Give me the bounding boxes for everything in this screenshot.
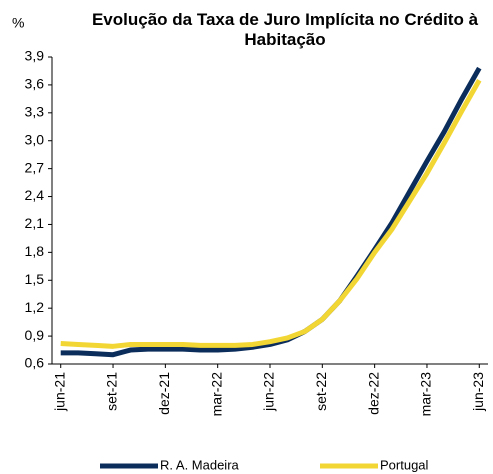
line bbox=[60, 79, 482, 349]
line bbox=[60, 66, 482, 358]
x-tick-label: set-21 bbox=[104, 372, 120, 411]
chart-title: Evolução da Taxa de Juro Implícita no Cr… bbox=[91, 10, 479, 49]
y-tick-label: 1,8 bbox=[25, 243, 45, 259]
y-tick-label: 1,5 bbox=[25, 271, 45, 287]
x-tick-label: set-22 bbox=[313, 372, 329, 411]
x-tick-label: dez-22 bbox=[365, 372, 381, 415]
y-tick-label: 2,7 bbox=[25, 159, 45, 175]
x-tick-label: mar-23 bbox=[418, 372, 434, 417]
y-tick-label: 0,6 bbox=[25, 355, 45, 371]
y-tick-label: 3,6 bbox=[25, 76, 45, 92]
x-tick-label: jun-22 bbox=[261, 372, 277, 412]
y-tick-label: 3,3 bbox=[25, 104, 45, 120]
x-tick-label: dez-21 bbox=[156, 372, 172, 415]
x-tick-label: mar-22 bbox=[208, 372, 224, 417]
x-tick-label: jun-21 bbox=[51, 372, 67, 412]
legend-label: Portugal bbox=[380, 457, 429, 472]
y-tick-label: 0,9 bbox=[25, 327, 45, 343]
y-tick-label: 2,1 bbox=[25, 215, 45, 231]
legend-label: R. A. Madeira bbox=[160, 457, 240, 472]
x-tick-label: jun-23 bbox=[470, 372, 486, 412]
y-axis-label: % bbox=[12, 15, 24, 31]
y-tick-label: 3,9 bbox=[25, 48, 45, 64]
y-tick-label: 2,4 bbox=[25, 187, 45, 203]
y-tick-label: 1,2 bbox=[25, 299, 45, 315]
y-tick-label: 3,0 bbox=[25, 131, 45, 147]
